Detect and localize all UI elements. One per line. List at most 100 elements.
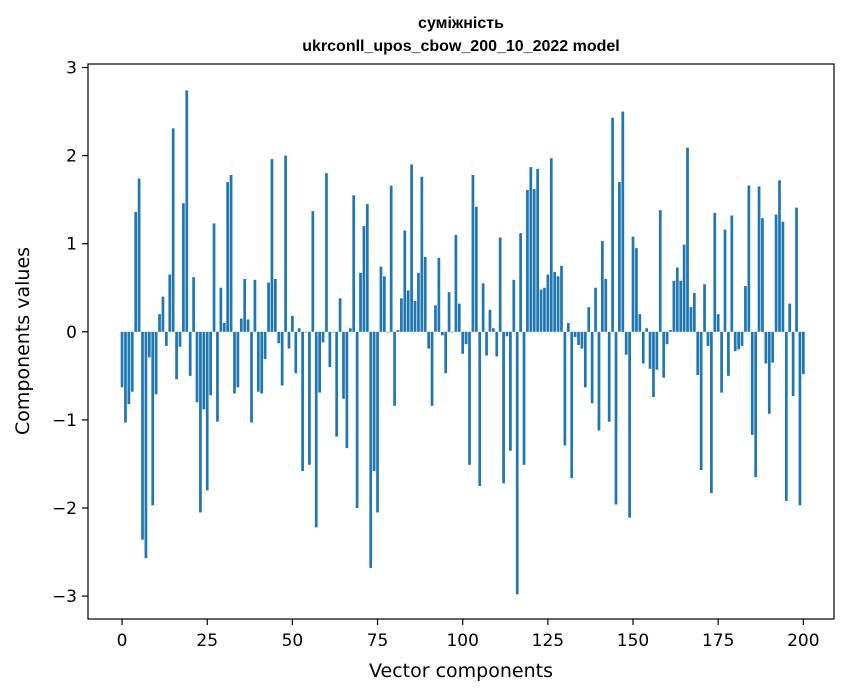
bar bbox=[703, 284, 706, 332]
bar bbox=[481, 283, 485, 332]
bar bbox=[331, 331, 335, 333]
bar bbox=[318, 331, 321, 393]
bar bbox=[641, 331, 645, 364]
y-axis-ticks: −3 −2 −1 0 1 2 3 bbox=[52, 59, 88, 607]
bar bbox=[260, 331, 264, 394]
bar bbox=[413, 300, 417, 332]
bar bbox=[338, 298, 342, 332]
bar bbox=[580, 331, 584, 349]
bar bbox=[689, 307, 693, 332]
bar bbox=[767, 331, 771, 414]
bar bbox=[454, 234, 458, 332]
bar bbox=[601, 241, 604, 332]
bar bbox=[256, 331, 260, 392]
bar bbox=[761, 218, 764, 332]
bar bbox=[321, 331, 325, 343]
bar bbox=[297, 328, 301, 332]
bar bbox=[529, 167, 533, 332]
bar bbox=[284, 155, 287, 332]
bar bbox=[611, 117, 614, 332]
bar bbox=[440, 331, 444, 336]
x-tick-label: 175 bbox=[702, 631, 734, 651]
bar bbox=[686, 147, 689, 332]
bar bbox=[492, 328, 495, 332]
y-tick-label: 1 bbox=[66, 235, 77, 255]
bar bbox=[672, 280, 676, 332]
bar bbox=[427, 331, 431, 349]
bar bbox=[277, 331, 281, 344]
bar bbox=[430, 331, 434, 406]
bar bbox=[304, 331, 308, 333]
bar bbox=[539, 289, 543, 332]
bar bbox=[423, 256, 427, 332]
bar bbox=[590, 331, 594, 404]
bar bbox=[144, 331, 148, 559]
bar bbox=[583, 331, 587, 388]
x-tick-label: 200 bbox=[787, 631, 819, 651]
bar bbox=[389, 185, 393, 332]
bar bbox=[273, 278, 277, 332]
bar bbox=[474, 206, 478, 332]
bar bbox=[621, 111, 625, 332]
bar bbox=[526, 189, 529, 332]
bar bbox=[209, 331, 212, 396]
bar bbox=[638, 314, 642, 332]
bar bbox=[522, 331, 526, 465]
bar bbox=[502, 331, 505, 484]
bar bbox=[280, 331, 284, 386]
bar bbox=[682, 244, 686, 332]
bar bbox=[362, 226, 366, 332]
bar bbox=[720, 331, 723, 393]
bar bbox=[420, 176, 424, 332]
bar bbox=[199, 331, 202, 513]
bar bbox=[560, 265, 563, 332]
bar bbox=[733, 331, 737, 352]
bar bbox=[233, 331, 236, 394]
bar bbox=[727, 331, 730, 376]
bar bbox=[369, 331, 373, 568]
bar bbox=[692, 293, 696, 332]
bar bbox=[175, 331, 178, 380]
bar bbox=[386, 331, 390, 333]
bar bbox=[137, 178, 141, 332]
bar bbox=[365, 204, 369, 332]
bar bbox=[750, 331, 754, 435]
bar bbox=[505, 331, 509, 337]
bar bbox=[716, 314, 720, 332]
bar bbox=[195, 331, 199, 403]
bar bbox=[457, 303, 461, 332]
bar bbox=[798, 331, 802, 506]
bar bbox=[178, 331, 182, 347]
bar bbox=[573, 331, 577, 338]
bars-group bbox=[120, 90, 805, 595]
bar bbox=[379, 266, 383, 332]
bar bbox=[250, 331, 253, 423]
bar bbox=[478, 331, 482, 486]
bar bbox=[509, 331, 512, 451]
bar bbox=[628, 331, 631, 518]
bar bbox=[652, 331, 655, 397]
x-axis-label: Vector components bbox=[369, 660, 553, 682]
bar bbox=[154, 331, 158, 395]
bar bbox=[461, 331, 465, 354]
bar bbox=[549, 158, 553, 332]
bar bbox=[740, 331, 744, 346]
bar bbox=[801, 331, 805, 375]
bar bbox=[164, 331, 168, 346]
bar bbox=[624, 331, 628, 355]
x-tick-label: 125 bbox=[532, 631, 564, 651]
bar bbox=[120, 331, 124, 388]
bar bbox=[447, 292, 451, 332]
bar bbox=[182, 203, 185, 332]
bar bbox=[730, 215, 734, 332]
chart-title-line2: ukrconll_upos_cbow_200_10_2022 model bbox=[302, 38, 619, 55]
bar bbox=[437, 257, 441, 332]
bar bbox=[566, 323, 570, 332]
bar bbox=[488, 309, 492, 332]
x-tick-label: 50 bbox=[282, 631, 304, 651]
y-axis-label: Components values bbox=[12, 247, 34, 435]
bar bbox=[645, 328, 649, 332]
bar bbox=[553, 271, 557, 332]
bar bbox=[246, 319, 250, 332]
